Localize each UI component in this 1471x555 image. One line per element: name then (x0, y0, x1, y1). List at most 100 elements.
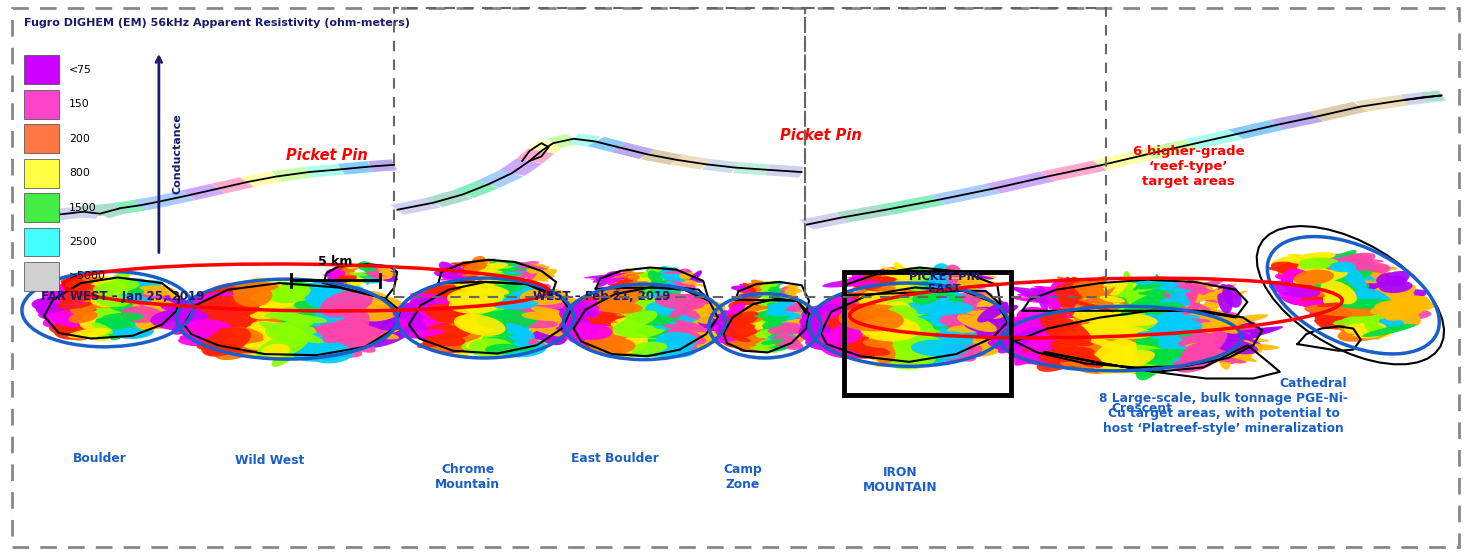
Ellipse shape (521, 309, 568, 324)
Ellipse shape (444, 264, 462, 269)
Ellipse shape (580, 306, 603, 316)
Ellipse shape (71, 300, 91, 310)
Ellipse shape (1052, 314, 1087, 325)
Ellipse shape (449, 305, 477, 321)
Ellipse shape (759, 281, 778, 287)
Ellipse shape (1044, 320, 1075, 338)
Ellipse shape (235, 327, 293, 348)
Ellipse shape (887, 274, 944, 279)
Ellipse shape (369, 265, 382, 269)
Ellipse shape (858, 315, 912, 342)
Ellipse shape (85, 314, 124, 330)
Ellipse shape (256, 333, 309, 360)
Text: Wild West: Wild West (234, 454, 304, 467)
Ellipse shape (184, 299, 238, 317)
Ellipse shape (366, 275, 374, 285)
Ellipse shape (765, 299, 794, 309)
Ellipse shape (1322, 283, 1362, 308)
Ellipse shape (1158, 353, 1187, 362)
Ellipse shape (1094, 328, 1139, 360)
Ellipse shape (841, 301, 874, 318)
Ellipse shape (831, 316, 881, 337)
Ellipse shape (1141, 334, 1222, 339)
Ellipse shape (828, 332, 869, 348)
Ellipse shape (254, 289, 288, 305)
Ellipse shape (653, 321, 677, 330)
Ellipse shape (949, 273, 974, 281)
Ellipse shape (656, 313, 680, 324)
Ellipse shape (652, 273, 662, 284)
Ellipse shape (1014, 337, 1064, 366)
Ellipse shape (755, 300, 780, 311)
Ellipse shape (1014, 335, 1061, 352)
Ellipse shape (666, 333, 718, 344)
Ellipse shape (212, 289, 247, 302)
Ellipse shape (818, 325, 875, 349)
Ellipse shape (1014, 297, 1087, 305)
Ellipse shape (304, 280, 366, 302)
Ellipse shape (1062, 319, 1134, 339)
Ellipse shape (129, 320, 146, 335)
Polygon shape (1015, 311, 1262, 367)
Ellipse shape (883, 346, 936, 370)
Ellipse shape (881, 329, 933, 348)
Ellipse shape (894, 262, 909, 280)
Ellipse shape (878, 306, 937, 321)
Ellipse shape (1011, 287, 1075, 300)
Ellipse shape (772, 288, 783, 292)
Ellipse shape (738, 284, 750, 289)
Ellipse shape (496, 315, 546, 328)
Ellipse shape (463, 304, 500, 320)
Ellipse shape (608, 342, 650, 352)
Ellipse shape (1190, 331, 1249, 349)
Ellipse shape (550, 305, 571, 312)
Polygon shape (1297, 326, 1361, 351)
Ellipse shape (112, 313, 143, 331)
Ellipse shape (460, 259, 496, 268)
Ellipse shape (494, 274, 505, 277)
Ellipse shape (409, 307, 432, 324)
Ellipse shape (410, 292, 453, 301)
Ellipse shape (750, 347, 778, 353)
Ellipse shape (234, 307, 262, 324)
Ellipse shape (1286, 260, 1324, 264)
Ellipse shape (502, 308, 543, 324)
Ellipse shape (906, 324, 930, 337)
Ellipse shape (1066, 350, 1105, 364)
Ellipse shape (506, 279, 525, 283)
Ellipse shape (328, 271, 347, 280)
Ellipse shape (1368, 324, 1386, 330)
Ellipse shape (466, 293, 488, 314)
Ellipse shape (96, 317, 135, 330)
Text: Picket Pin: Picket Pin (285, 148, 368, 163)
Ellipse shape (762, 321, 787, 334)
Ellipse shape (224, 300, 281, 320)
Ellipse shape (518, 292, 546, 299)
Ellipse shape (1196, 290, 1217, 298)
Ellipse shape (435, 307, 466, 319)
Ellipse shape (1317, 302, 1343, 307)
Ellipse shape (846, 317, 887, 339)
Ellipse shape (291, 305, 321, 317)
Ellipse shape (215, 294, 257, 319)
Ellipse shape (880, 277, 905, 286)
Ellipse shape (663, 294, 713, 305)
Ellipse shape (1172, 289, 1218, 302)
Ellipse shape (844, 292, 862, 312)
Ellipse shape (290, 306, 344, 327)
Ellipse shape (850, 320, 911, 337)
Ellipse shape (509, 295, 566, 311)
Ellipse shape (784, 285, 799, 290)
Ellipse shape (652, 302, 680, 310)
Ellipse shape (132, 318, 152, 333)
Ellipse shape (905, 310, 968, 333)
Ellipse shape (771, 337, 803, 350)
Ellipse shape (1041, 307, 1115, 334)
Ellipse shape (88, 289, 115, 301)
Bar (844, 272, 1011, 395)
Ellipse shape (690, 309, 709, 316)
Ellipse shape (353, 296, 403, 321)
Ellipse shape (56, 303, 87, 315)
Ellipse shape (1309, 289, 1344, 301)
Ellipse shape (468, 324, 482, 344)
